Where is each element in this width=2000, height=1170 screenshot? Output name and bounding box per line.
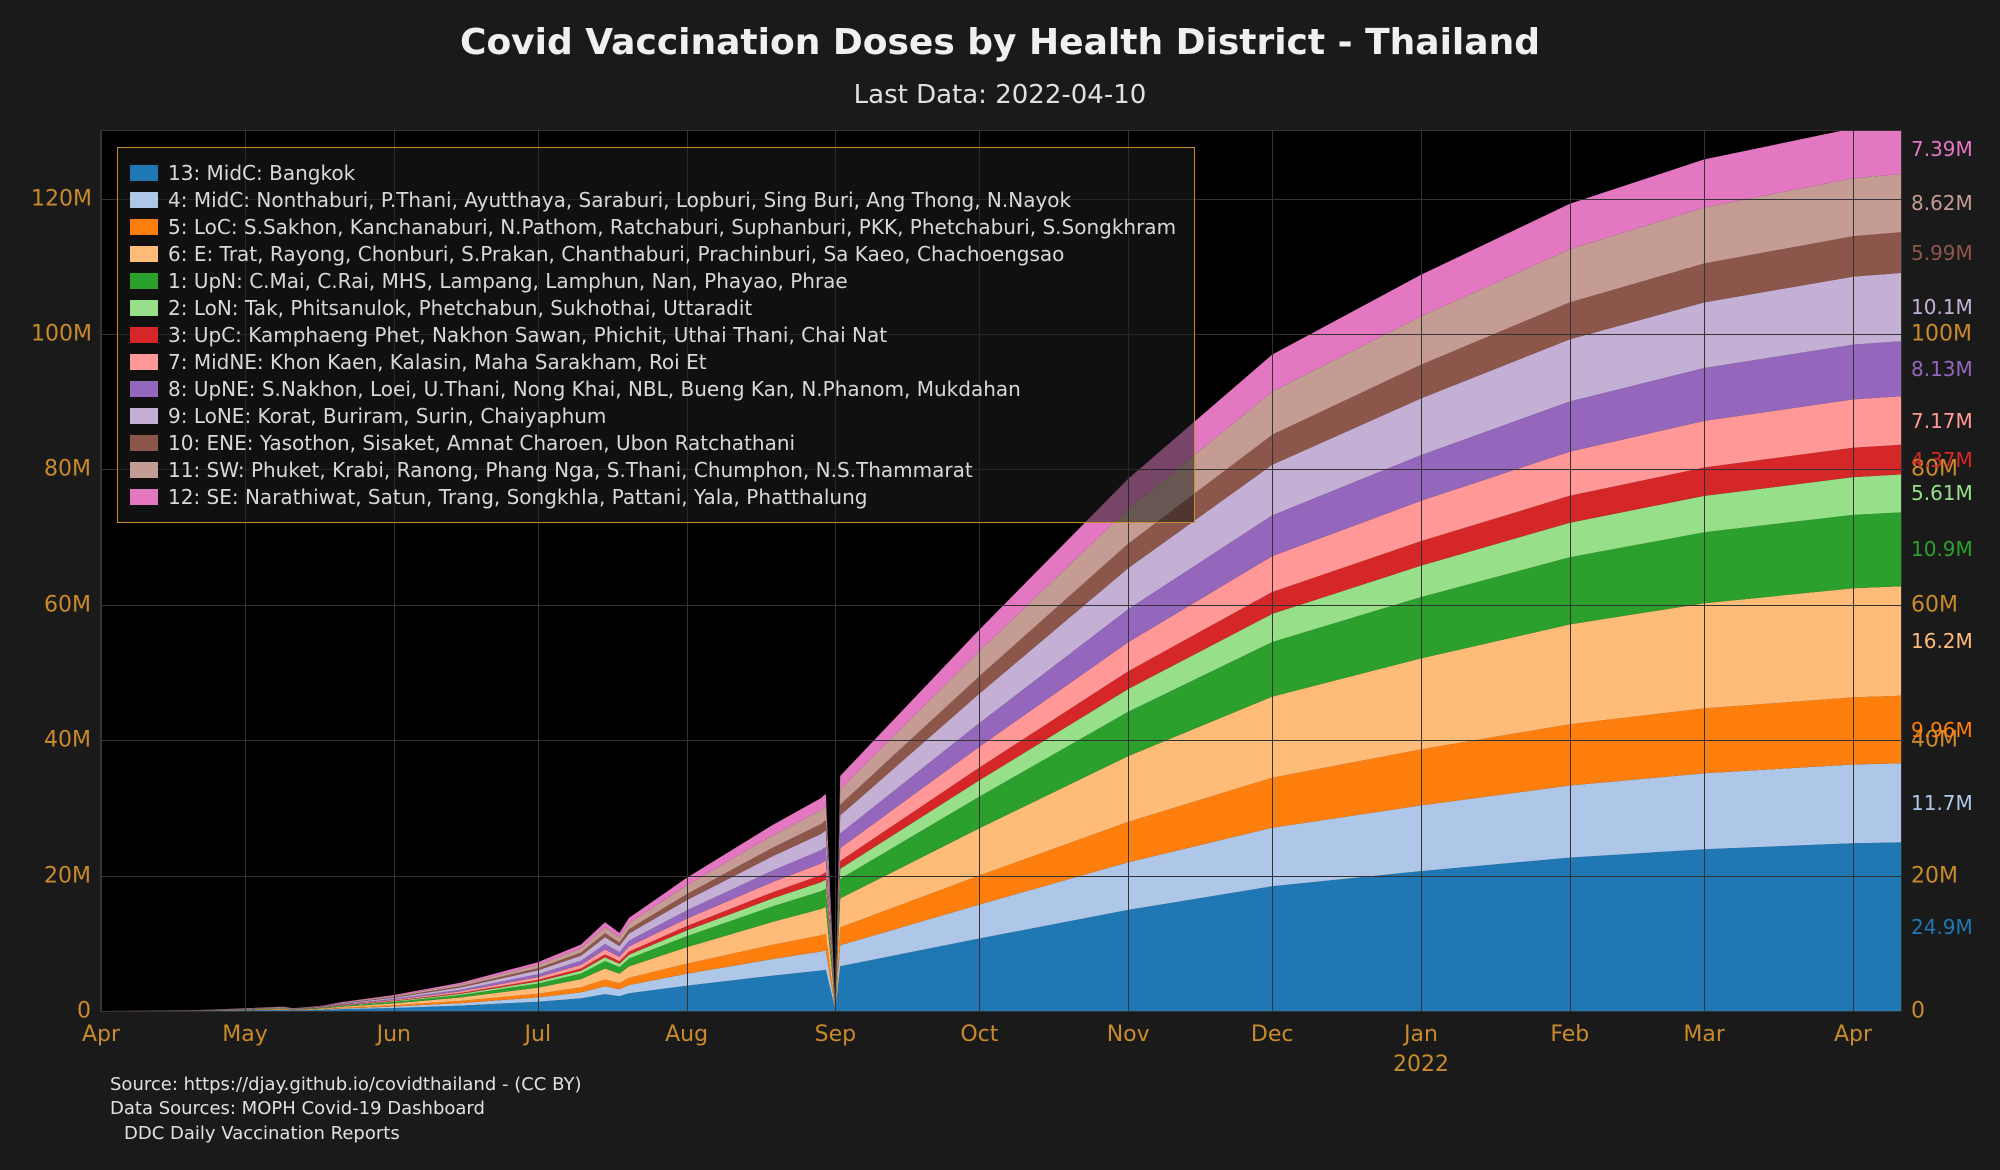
x-tick-label: Jan (1404, 1022, 1438, 1047)
footer-line: DDC Daily Vaccination Reports (110, 1122, 581, 1146)
y-tick-label: 100M (31, 322, 91, 347)
x-tick-label: Apr (1834, 1022, 1872, 1047)
x-tick-label: Dec (1251, 1022, 1294, 1047)
end-label-d10: 5.99M (1911, 241, 1997, 265)
gridline-h (101, 740, 1901, 741)
legend-swatch (130, 435, 158, 451)
legend-label: 8: UpNE: S.Nakhon, Loei, U.Thani, Nong K… (168, 377, 1021, 401)
gridline-v (1272, 131, 1273, 1011)
x-tick-label: May (222, 1022, 267, 1047)
legend-swatch (130, 408, 158, 424)
y-tick-label: 80M (31, 457, 91, 482)
legend-label: 13: MidC: Bangkok (168, 161, 355, 185)
x-tick-label: Jul (525, 1022, 552, 1047)
legend-item-d7: 7: MidNE: Khon Kaen, Kalasin, Maha Sarak… (130, 350, 1176, 374)
end-label-d13: 24.9M (1911, 915, 1997, 939)
y-tick-label: 60M (31, 592, 91, 617)
y-tick-label: 20M (31, 863, 91, 888)
x-tick-label: Oct (960, 1022, 998, 1047)
end-label-d7: 7.17M (1911, 409, 1997, 433)
footer-line: Source: https://djay.github.io/covidthai… (110, 1073, 581, 1097)
end-label-d11: 8.62M (1911, 191, 1997, 215)
legend-label: 9: LoNE: Korat, Buriram, Surin, Chaiyaph… (168, 404, 606, 428)
y-tick-label: 40M (31, 728, 91, 753)
legend-item-d9: 9: LoNE: Korat, Buriram, Surin, Chaiyaph… (130, 404, 1176, 428)
legend-label: 7: MidNE: Khon Kaen, Kalasin, Maha Sarak… (168, 350, 707, 374)
legend-label: 2: LoN: Tak, Phitsanulok, Phetchabun, Su… (168, 296, 752, 320)
end-label-d2: 5.61M (1911, 481, 1997, 505)
end-label-d8: 8.13M (1911, 357, 1997, 381)
legend-label: 11: SW: Phuket, Krabi, Ranong, Phang Nga… (168, 458, 973, 482)
end-label-d9: 10.1M (1911, 295, 1997, 319)
legend-swatch (130, 192, 158, 208)
legend-item-d8: 8: UpNE: S.Nakhon, Loei, U.Thani, Nong K… (130, 377, 1176, 401)
chart-title: Covid Vaccination Doses by Health Distri… (0, 22, 2000, 63)
y2-tick-label: 60M (1911, 592, 1981, 617)
end-label-d3: 4.37M (1911, 448, 1997, 472)
legend: 13: MidC: Bangkok 4: MidC: Nonthaburi, P.… (117, 147, 1195, 523)
legend-item-d4: 4: MidC: Nonthaburi, P.Thani, Ayutthaya,… (130, 188, 1176, 212)
x-tick-label: Apr (82, 1022, 120, 1047)
footer-line: Data Sources: MOPH Covid-19 Dashboard (110, 1097, 581, 1121)
legend-swatch (130, 219, 158, 235)
chart-container: Covid Vaccination Doses by Health Distri… (0, 0, 2000, 1170)
legend-label: 4: MidC: Nonthaburi, P.Thani, Ayutthaya,… (168, 188, 1071, 212)
gridline-v (1853, 131, 1854, 1011)
gridline-v (101, 131, 102, 1011)
footer-source-text: Source: https://djay.github.io/covidthai… (110, 1073, 581, 1146)
end-label-d5: 9.96M (1911, 718, 1997, 742)
legend-swatch (130, 273, 158, 289)
x-tick-label: Sep (815, 1022, 856, 1047)
legend-swatch (130, 246, 158, 262)
x-tick-year-label: 2022 (1393, 1052, 1449, 1077)
legend-item-d12: 12: SE: Narathiwat, Satun, Trang, Songkh… (130, 485, 1176, 509)
legend-swatch (130, 489, 158, 505)
x-tick-label: Feb (1550, 1022, 1589, 1047)
legend-label: 3: UpC: Kamphaeng Phet, Nakhon Sawan, Ph… (168, 323, 887, 347)
legend-item-d3: 3: UpC: Kamphaeng Phet, Nakhon Sawan, Ph… (130, 323, 1176, 347)
legend-swatch (130, 165, 158, 181)
legend-label: 10: ENE: Yasothon, Sisaket, Amnat Charoe… (168, 431, 795, 455)
x-tick-label: Mar (1683, 1022, 1725, 1047)
x-tick-label: Aug (665, 1022, 708, 1047)
legend-label: 6: E: Trat, Rayong, Chonburi, S.Prakan, … (168, 242, 1064, 266)
legend-item-d2: 2: LoN: Tak, Phitsanulok, Phetchabun, Su… (130, 296, 1176, 320)
legend-swatch (130, 381, 158, 397)
chart-subtitle: Last Data: 2022-04-10 (0, 80, 2000, 110)
y-tick-label: 120M (31, 186, 91, 211)
legend-item-d6: 6: E: Trat, Rayong, Chonburi, S.Prakan, … (130, 242, 1176, 266)
legend-item-d5: 5: LoC: S.Sakhon, Kanchanaburi, N.Pathom… (130, 215, 1176, 239)
y2-tick-label: 20M (1911, 863, 1981, 888)
gridline-h (101, 876, 1901, 877)
end-label-d4: 11.7M (1911, 791, 1997, 815)
x-tick-label: Jun (377, 1022, 411, 1047)
legend-label: 5: LoC: S.Sakhon, Kanchanaburi, N.Pathom… (168, 215, 1176, 239)
y2-tick-label: 100M (1911, 322, 1981, 347)
legend-item-d1: 1: UpN: C.Mai, C.Rai, MHS, Lampang, Lamp… (130, 269, 1176, 293)
plot-area: 020M40M60M80M100M120M 020M40M60M80M100M … (100, 130, 1902, 1012)
end-label-d12: 7.39M (1911, 137, 1997, 161)
legend-swatch (130, 300, 158, 316)
gridline-v (1704, 131, 1705, 1011)
end-label-d6: 16.2M (1911, 629, 1997, 653)
legend-item-d13: 13: MidC: Bangkok (130, 161, 1176, 185)
legend-swatch (130, 354, 158, 370)
gridline-v (1570, 131, 1571, 1011)
gridline-v (1421, 131, 1422, 1011)
gridline-h (101, 1011, 1901, 1012)
legend-item-d10: 10: ENE: Yasothon, Sisaket, Amnat Charoe… (130, 431, 1176, 455)
y-tick-label: 0 (31, 999, 91, 1024)
legend-label: 1: UpN: C.Mai, C.Rai, MHS, Lampang, Lamp… (168, 269, 848, 293)
end-label-d1: 10.9M (1911, 537, 1997, 561)
legend-item-d11: 11: SW: Phuket, Krabi, Ranong, Phang Nga… (130, 458, 1176, 482)
y2-tick-label: 0 (1911, 999, 1981, 1024)
legend-swatch (130, 462, 158, 478)
legend-swatch (130, 327, 158, 343)
gridline-h (101, 605, 1901, 606)
legend-label: 12: SE: Narathiwat, Satun, Trang, Songkh… (168, 485, 867, 509)
x-tick-label: Nov (1107, 1022, 1150, 1047)
